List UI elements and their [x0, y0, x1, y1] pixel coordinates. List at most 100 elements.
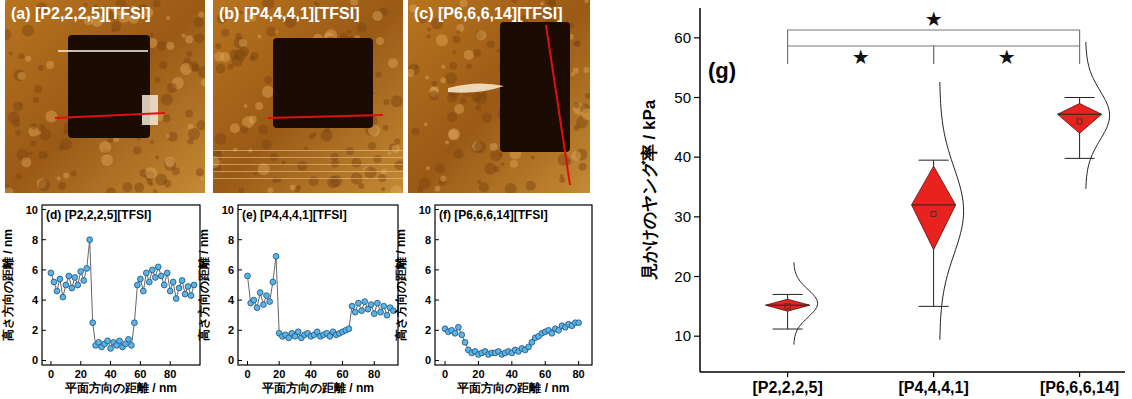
profile-point — [359, 308, 365, 314]
afm-speckle — [215, 64, 225, 74]
profile-point — [63, 282, 69, 288]
afm-speckle — [198, 66, 205, 78]
profile-point — [459, 332, 465, 338]
afm-speckle — [282, 161, 286, 165]
profile-line — [546, 25, 570, 185]
x-tick-label: [P6,6,6,14] — [1040, 379, 1119, 396]
x-tick — [787, 372, 788, 377]
x-tick-label: 20 — [472, 368, 484, 380]
afm-speckle — [18, 72, 26, 80]
afm-speckle — [22, 24, 34, 36]
afm-speckle — [153, 189, 157, 193]
afm-speckle — [357, 23, 367, 33]
afm-speckle — [9, 52, 13, 56]
afm-speckle — [13, 69, 25, 81]
data-group — [766, 42, 1110, 345]
x-tick — [342, 361, 343, 365]
afm-speckle — [33, 97, 39, 103]
afm-image: (b) [P4,4,4,1][TFSI] — [208, 0, 405, 197]
afm-speckle — [375, 72, 381, 78]
profile-point — [48, 270, 54, 276]
afm-speckle — [484, 163, 496, 175]
afm-speckle — [510, 160, 518, 168]
profile-point — [137, 276, 143, 282]
x-tick-label: 40 — [305, 368, 317, 380]
profile-point — [264, 293, 270, 299]
x-tick-label: 0 — [48, 368, 54, 380]
median-line — [766, 305, 810, 306]
afm-speckle — [182, 34, 186, 38]
y-tick-label: 0 — [425, 354, 431, 366]
y-axis-label: 高さ方向の距離 / nm — [197, 229, 211, 341]
afm-speckle — [526, 181, 536, 191]
y-tick — [435, 239, 439, 240]
y-tick — [42, 360, 46, 361]
afm-speckle — [579, 163, 587, 171]
afm-speckle — [257, 35, 261, 39]
afm-speckle — [194, 33, 204, 43]
y-tick-label: 4 — [32, 294, 39, 306]
afm-speckle — [435, 164, 445, 174]
profile-point — [167, 288, 173, 294]
afm-speckle — [475, 105, 481, 111]
profile-point — [270, 279, 276, 285]
afm-speckle — [155, 155, 159, 159]
afm-speckle — [358, 183, 364, 189]
afm-speckle — [454, 149, 464, 159]
x-tick-label: 60 — [539, 368, 551, 380]
profile-point — [66, 273, 72, 279]
afm-speckle — [449, 62, 457, 70]
x-tick-label: 60 — [336, 368, 348, 380]
afm-speckle — [381, 187, 385, 191]
whisker-cap-high — [1065, 97, 1095, 98]
x-tick — [374, 361, 375, 365]
afm-speckle — [234, 49, 246, 61]
profile-point — [185, 284, 191, 290]
mean-marker — [785, 304, 790, 309]
whisker-cap-low — [1065, 158, 1095, 159]
profile-point — [368, 302, 374, 308]
afm-speckle — [573, 68, 579, 74]
x-tick — [247, 361, 248, 365]
afm-speckle — [429, 90, 439, 100]
afm-speckle — [194, 17, 204, 27]
afm-speckle — [63, 173, 69, 179]
afm-speckle — [432, 81, 438, 87]
chart-title: (f) [P6,6,6,14][TFSI] — [439, 208, 548, 222]
afm-streak — [213, 164, 403, 165]
profile-point — [105, 338, 111, 344]
plot-frame — [42, 205, 200, 365]
afm-speckle — [39, 124, 45, 130]
profile-point — [349, 303, 355, 309]
afm-speckle — [376, 37, 384, 45]
afm-streak — [213, 171, 403, 172]
x-axis-label: 平面方向の距離 / nm — [261, 381, 374, 395]
profile-chart: 0204060800246810(d) [P2,2,2,5][TFSI]平面方向… — [1, 204, 200, 395]
profile-line — [51, 240, 194, 349]
x-tick-label: 60 — [134, 368, 146, 380]
y-tick — [238, 239, 242, 240]
afm-edge — [448, 83, 504, 92]
afm-speckle — [15, 174, 21, 180]
y-tick — [694, 97, 700, 98]
afm-speckle — [331, 153, 339, 161]
x-tick-label: 80 — [573, 368, 585, 380]
afm-speckle — [584, 67, 590, 73]
afm-speckle — [408, 69, 414, 77]
afm-speckle — [13, 102, 23, 112]
afm-speckle — [466, 63, 472, 69]
y-tick-label: 8 — [228, 234, 234, 246]
afm-speckle — [18, 53, 24, 59]
x-tick-label: 80 — [368, 368, 380, 380]
afm-speckle — [412, 128, 420, 136]
x-tick — [80, 361, 81, 365]
afm-speckle — [63, 130, 67, 134]
y-tick-label: 4 — [228, 294, 235, 306]
afm-speckle — [309, 176, 319, 186]
median-line — [912, 204, 956, 205]
y-tick — [694, 37, 700, 38]
x-tick — [170, 361, 171, 365]
afm-speckle — [574, 125, 580, 131]
afm-speckle — [482, 113, 492, 123]
profile-point — [84, 266, 90, 272]
